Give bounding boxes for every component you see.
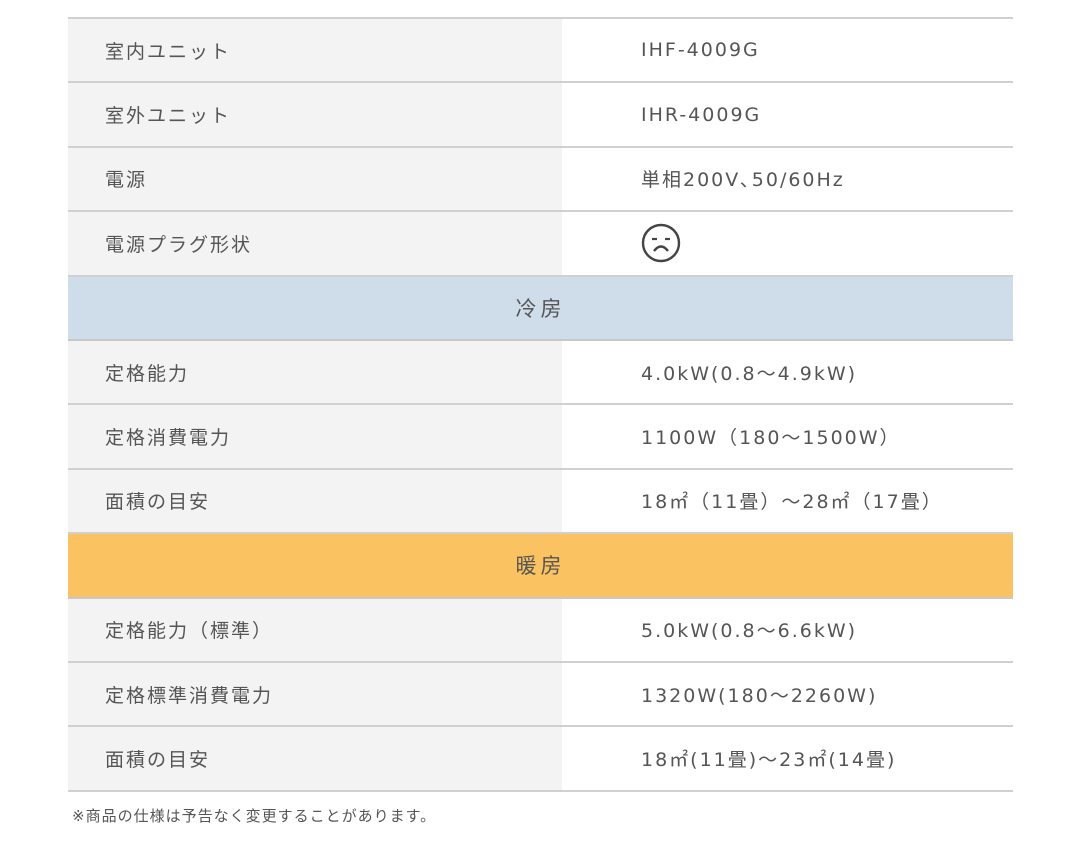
- row-value: 1320W(180～2260W): [641, 684, 878, 707]
- row-value: IHF-4009G: [641, 39, 760, 62]
- row-value: 18㎡(11畳)～23㎡(14畳): [641, 748, 897, 771]
- row-label: 面積の目安: [68, 469, 562, 533]
- table-row: 定格消費電力 1100W（180～1500W）: [68, 405, 1013, 470]
- frowning-face-icon: [641, 224, 681, 263]
- row-label: 電源: [68, 147, 562, 211]
- row-label: 定格消費電力: [68, 405, 562, 468]
- table-row: 定格能力 4.0kW(0.8～4.9kW): [68, 340, 1013, 406]
- section-header: 冷房: [68, 276, 1013, 341]
- table-row: 定格能力（標準） 5.0kW(0.8～6.6kW): [68, 598, 1013, 663]
- row-label: 室外ユニット: [68, 83, 562, 146]
- row-label: 面積の目安: [68, 727, 562, 790]
- table-row: 面積の目安 18㎡（11畳）～28㎡（17畳）: [68, 469, 1013, 535]
- row-label: 定格能力: [68, 340, 562, 404]
- row-value: 5.0kW(0.8～6.6kW): [641, 620, 858, 643]
- row-value: 18㎡（11畳）～28㎡（17畳）: [641, 491, 943, 514]
- row-label: 定格標準消費電力: [68, 662, 562, 726]
- row-label: 定格能力（標準）: [68, 598, 562, 661]
- footnote: ※商品の仕様は予告なく変更することがあります。: [72, 807, 437, 825]
- row-value: IHR-4009G: [641, 103, 762, 126]
- table-row: 室外ユニット IHR-4009G: [68, 83, 1013, 148]
- section-header: 暖房: [68, 534, 1013, 599]
- table-row: 面積の目安 18㎡(11畳)～23㎡(14畳): [68, 727, 1013, 792]
- table-row: 定格標準消費電力 1320W(180～2260W): [68, 662, 1013, 728]
- spec-table: 室内ユニット IHF-4009G 室外ユニット IHR-4009G 電源 単相200V､5…: [68, 17, 1013, 792]
- table-row: 室内ユニット IHF-4009G: [68, 19, 1013, 84]
- row-value: 単相200V､50/60Hz: [641, 169, 845, 192]
- row-label: 電源プラグ形状: [68, 212, 562, 275]
- row-label: 室内ユニット: [68, 19, 562, 82]
- table-row: 電源プラグ形状: [68, 212, 1013, 277]
- table-row: 電源 単相200V､50/60Hz: [68, 147, 1013, 213]
- row-value: 4.0kW(0.8～4.9kW): [641, 362, 858, 385]
- row-value: [562, 212, 1013, 274]
- row-value: 1100W（180～1500W）: [641, 427, 901, 450]
